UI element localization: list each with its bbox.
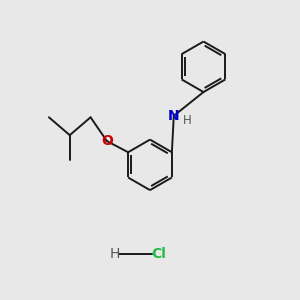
Text: H: H: [109, 247, 119, 261]
Text: H: H: [183, 114, 191, 127]
Text: Cl: Cl: [152, 247, 166, 261]
Text: N: N: [168, 109, 180, 123]
Text: O: O: [101, 134, 113, 148]
